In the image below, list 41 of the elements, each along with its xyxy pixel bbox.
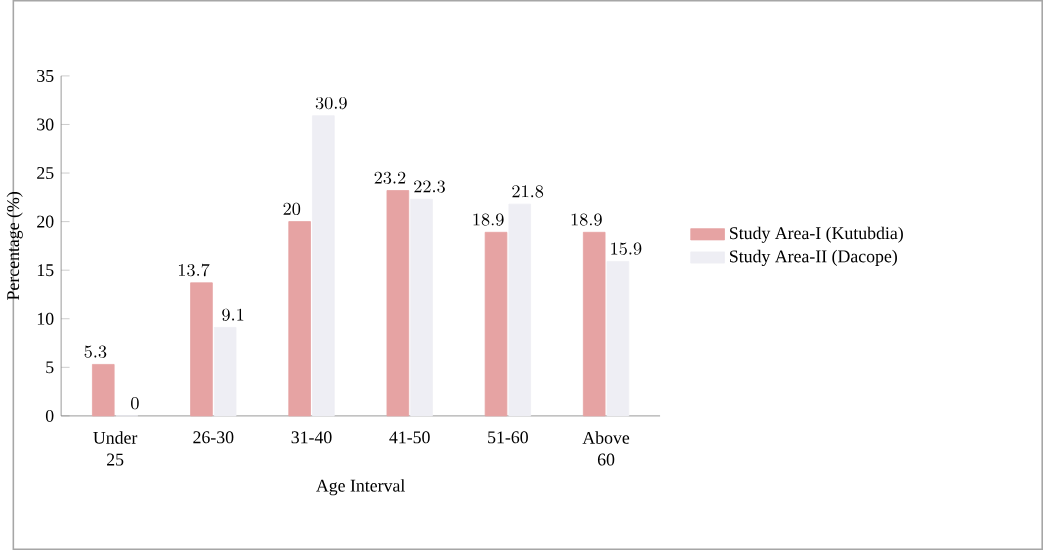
y-tick-label: 30	[37, 118, 54, 131]
data-label: 5.3	[84, 345, 107, 358]
bar	[484, 231, 508, 417]
data-label: 0	[131, 397, 139, 410]
data-label: 21 .8	[512, 185, 544, 198]
bar	[410, 198, 433, 417]
y-tick-label: 10	[37, 312, 54, 325]
y-tick-label: 5	[46, 361, 54, 374]
legend-label: Study Area-I (Kutubdia)	[730, 226, 903, 243]
data-label: 9. 1	[222, 308, 244, 321]
y-tick-label: 35	[37, 69, 54, 82]
y-tick-label: 15	[37, 264, 54, 277]
data-label: 30.9	[315, 96, 347, 110]
x-tick-label: Under 25	[93, 431, 138, 466]
x-tick-label: 51-60	[488, 431, 528, 444]
data-label: 23.2	[374, 171, 406, 184]
data-label: 13.7	[178, 263, 210, 277]
bar	[288, 221, 311, 417]
bar	[312, 115, 335, 417]
bar	[606, 260, 630, 417]
y-tick-label: 20	[37, 215, 54, 228]
x-tick-label: 41-50	[389, 431, 430, 444]
y-axis-title: Percentage (%)	[6, 192, 23, 300]
bar	[92, 363, 115, 417]
data-label: 18.9	[571, 213, 602, 226]
x-tick-label: Above 60	[582, 431, 630, 466]
x-tick-label: 26-30	[193, 431, 234, 444]
bar	[582, 231, 606, 417]
data-label: 22.3	[414, 180, 445, 193]
bar	[190, 282, 213, 417]
y-tick-label: 25	[37, 167, 54, 179]
data-label: 20	[283, 202, 301, 215]
x-axis-title: Age Interval	[316, 479, 405, 496]
legend-label: Study Area-II (Dacope)	[730, 249, 897, 266]
y-tick-label: 0	[45, 409, 54, 422]
bar	[508, 203, 532, 417]
bar	[213, 327, 237, 417]
data-label: 15.9	[611, 242, 642, 255]
bar	[386, 190, 410, 417]
x-tick-label: 31-40	[291, 431, 332, 444]
data-label: 18.9	[473, 213, 504, 226]
